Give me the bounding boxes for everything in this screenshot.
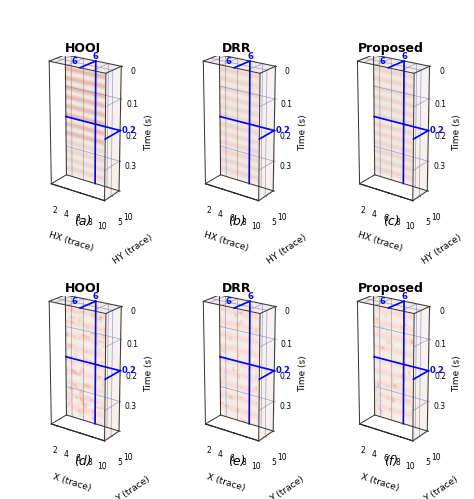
X-axis label: X (trace): X (trace) (206, 472, 246, 493)
Y-axis label: HY (trace): HY (trace) (112, 233, 155, 266)
X-axis label: HX (trace): HX (trace) (202, 231, 249, 253)
Title: HOOI: HOOI (65, 282, 101, 295)
Text: (e): (e) (228, 455, 246, 468)
Text: (b): (b) (228, 215, 246, 228)
Y-axis label: HY (trace): HY (trace) (420, 233, 463, 266)
Title: Proposed: Proposed (358, 282, 424, 295)
Text: (f): (f) (384, 455, 398, 468)
X-axis label: HX (trace): HX (trace) (356, 231, 403, 253)
Title: DRR: DRR (222, 42, 252, 55)
X-axis label: HX (trace): HX (trace) (48, 231, 95, 253)
Title: DRR: DRR (222, 282, 252, 295)
Text: (a): (a) (74, 215, 91, 228)
Text: (d): (d) (74, 455, 91, 468)
Y-axis label: Y (trace): Y (trace) (423, 475, 460, 499)
Title: Proposed: Proposed (358, 42, 424, 55)
X-axis label: X (trace): X (trace) (51, 472, 92, 493)
Text: (c): (c) (383, 215, 400, 228)
Y-axis label: HY (trace): HY (trace) (266, 233, 309, 266)
Y-axis label: Y (trace): Y (trace) (269, 475, 306, 499)
X-axis label: X (trace): X (trace) (360, 472, 400, 493)
Title: HOOI: HOOI (65, 42, 101, 55)
Y-axis label: Y (trace): Y (trace) (115, 475, 152, 499)
